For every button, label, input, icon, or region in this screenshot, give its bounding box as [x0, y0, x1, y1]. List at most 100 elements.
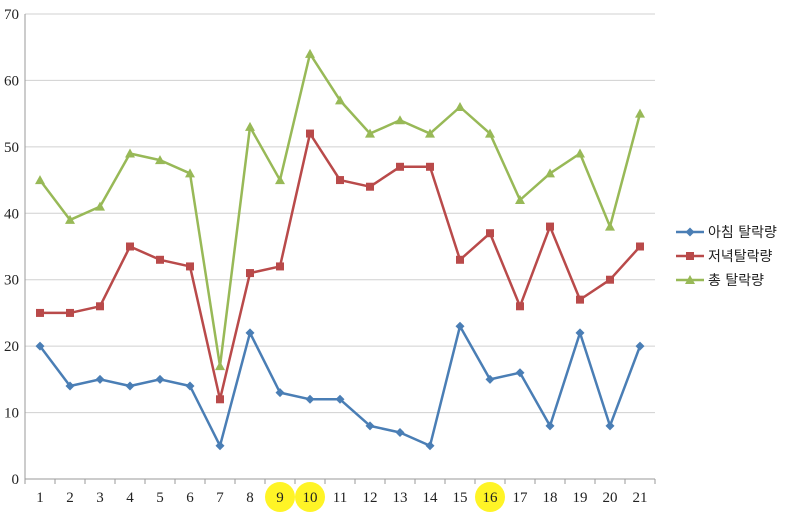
data-point: [635, 341, 645, 351]
y-tick-label: 70: [4, 7, 19, 23]
data-point: [545, 421, 555, 431]
data-point: [275, 388, 285, 398]
x-label-highlights: [265, 482, 505, 512]
data-point: [455, 321, 465, 331]
legend-swatch-marker: [685, 227, 695, 237]
data-point: [485, 374, 495, 384]
x-tick-label: 17: [513, 490, 529, 506]
data-point: [336, 176, 344, 185]
y-tick-label: 10: [4, 406, 19, 422]
data-point: [306, 129, 314, 138]
data-point: [96, 302, 104, 311]
data-point: [155, 374, 165, 384]
x-axis-tick-labels: 1 2 3 4 5 6 7 8 9 10 11 12 13 14 15 16 17 18 19 20 21: [36, 490, 647, 506]
data-point: [65, 381, 75, 391]
data-point: [515, 368, 525, 378]
x-tick-label: 16: [483, 490, 499, 506]
y-tick-label: 30: [4, 273, 19, 289]
data-point: [485, 128, 495, 138]
x-label-highlight: [265, 482, 295, 512]
x-tick-label: 19: [573, 490, 588, 506]
data-point: [605, 221, 615, 231]
data-point: [635, 108, 645, 118]
data-point: [366, 182, 374, 191]
data-point: [305, 394, 315, 404]
series-3: [35, 48, 645, 371]
data-point: [95, 201, 105, 211]
data-point: [275, 175, 285, 185]
data-point: [516, 302, 524, 311]
data-point: [185, 168, 195, 178]
x-tick-label: 12: [363, 490, 378, 506]
data-point: [575, 328, 585, 338]
data-point: [396, 162, 404, 171]
data-point: [125, 148, 135, 158]
gridlines: [25, 13, 655, 480]
data-point: [245, 121, 255, 131]
legend-label: 총 탈락량: [708, 273, 764, 289]
series-1: [35, 321, 645, 451]
data-point: [545, 168, 555, 178]
x-tick-label: 9: [276, 490, 284, 506]
x-tick-label: 21: [633, 490, 648, 506]
legend-label: 저녁탈락량: [708, 249, 773, 265]
y-tick-label: 60: [4, 73, 19, 89]
data-point: [395, 428, 405, 437]
y-tick-label: 20: [4, 339, 19, 355]
data-point: [125, 381, 135, 391]
data-point: [576, 295, 584, 304]
data-point: [365, 128, 375, 138]
data-point: [276, 262, 284, 271]
data-point: [426, 162, 434, 171]
x-tick-label: 10: [303, 490, 318, 506]
data-point: [35, 341, 45, 351]
data-point: [215, 441, 225, 451]
data-point: [216, 395, 224, 404]
x-tick-label: 8: [246, 490, 254, 506]
x-tick-label: 13: [393, 490, 408, 506]
axes: [24, 14, 656, 484]
data-point: [486, 229, 494, 238]
data-point: [65, 214, 75, 224]
x-tick-label: 15: [453, 490, 468, 506]
data-point: [546, 222, 554, 231]
x-tick-label: 6: [186, 490, 194, 506]
data-point: [606, 275, 614, 284]
x-tick-label: 20: [603, 490, 618, 506]
data-point: [425, 441, 435, 451]
data-point: [36, 308, 44, 317]
data-point: [305, 48, 315, 58]
data-point: [605, 421, 615, 431]
data-point: [515, 195, 525, 204]
data-point: [155, 155, 165, 165]
x-label-highlight: [295, 482, 325, 512]
y-axis-tick-labels: 0 10 20 30 40 50 60 70: [4, 7, 19, 488]
legend-item: 아침 탈락량: [676, 225, 777, 241]
series-group: [35, 48, 645, 451]
x-tick-label: 18: [543, 490, 558, 506]
data-point: [365, 421, 375, 431]
data-point: [575, 148, 585, 158]
legend-label: 아침 탈락량: [708, 225, 777, 241]
x-tick-label: 11: [333, 490, 347, 506]
data-point: [246, 269, 254, 278]
x-tick-label: 4: [126, 490, 134, 506]
data-point: [66, 308, 74, 317]
data-point: [245, 328, 255, 338]
data-point: [35, 175, 45, 185]
data-point: [425, 128, 435, 138]
data-point: [186, 262, 194, 271]
series-2: [36, 129, 644, 404]
x-tick-label: 14: [423, 490, 439, 506]
x-tick-label: 5: [156, 490, 164, 506]
data-point: [126, 242, 134, 251]
x-tick-label: 3: [96, 490, 104, 506]
data-point: [335, 95, 345, 105]
data-point: [156, 255, 164, 264]
data-point: [636, 242, 644, 251]
data-point: [215, 361, 225, 371]
y-tick-label: 0: [12, 472, 20, 488]
data-point: [456, 255, 464, 264]
